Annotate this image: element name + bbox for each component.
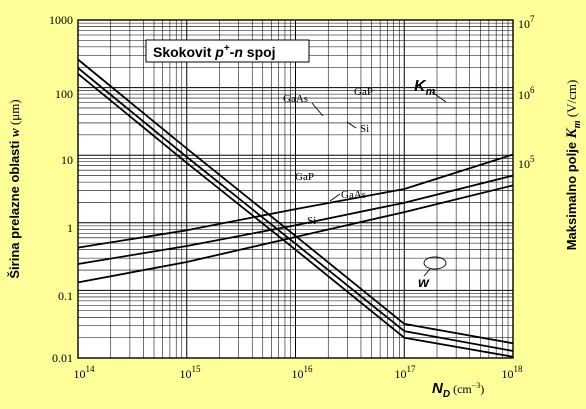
x-tick: 1015	[180, 364, 202, 381]
y-left-tick: 100	[55, 87, 73, 101]
title-box	[145, 39, 310, 63]
x-tick: 1017	[395, 364, 417, 381]
title-main: Skokovit	[153, 44, 215, 60]
x-tick: 1018	[502, 364, 524, 381]
y-left-tick: 0.1	[58, 289, 73, 303]
title-rest: spoj	[243, 44, 276, 60]
x-axis-label: ND (cm−3)	[432, 380, 484, 400]
w-leader	[423, 268, 431, 277]
y-left-tick: 0.01	[52, 351, 73, 365]
y-left-tick: 1000	[49, 13, 73, 27]
title-dash: -	[230, 44, 235, 60]
y-right-axis-label: Maksimalno polje Km (V/cm)	[564, 80, 583, 251]
w-gaas-leader	[329, 193, 341, 202]
series-line-w-gap	[77, 58, 514, 345]
w-si-label: Si	[307, 215, 316, 227]
series-line-k-m-gap	[77, 153, 514, 249]
chart-title: Skokovit p+-n spoj	[153, 43, 276, 60]
y-right-tick: 105	[518, 154, 535, 171]
y-left-tick: 10	[61, 153, 73, 167]
w-bracket	[423, 256, 447, 270]
km-si-label: Si	[360, 123, 369, 135]
title-sup: +	[224, 43, 230, 54]
y-right-tick: 106	[518, 85, 535, 102]
title-p: p	[214, 44, 224, 60]
y-left-axis-label: Širina prelazne oblasti w (μm)	[7, 99, 22, 278]
y-right-ticks: 105 106 107	[518, 14, 535, 171]
y-left-ticks: 0.01 0.1 1 10 100 1000	[49, 13, 73, 365]
km-si-leader	[346, 121, 357, 129]
x-tick: 1016	[292, 364, 314, 381]
km-gaas-leader	[311, 102, 324, 117]
x-ticks: 1014 1015 1016 1017 1018	[74, 364, 524, 381]
plot-frame	[77, 19, 514, 359]
series-line-k-m-gaas	[77, 174, 514, 265]
series-line-w-si	[77, 73, 514, 358]
km-leader	[431, 91, 447, 103]
y-left-tick: 1	[67, 221, 73, 235]
km-group-label: Km	[414, 78, 436, 98]
w-gaas-label: GaAs	[341, 189, 366, 201]
y-right-tick: 107	[518, 14, 535, 31]
w-group-label: w	[418, 274, 430, 290]
km-gap-label: GaP	[354, 86, 373, 98]
annotations: GaP GaAs Si GaP GaAs Si	[283, 86, 373, 227]
leader-lines	[311, 91, 447, 277]
title-n: n	[234, 44, 243, 60]
km-gaas-label: GaAs	[283, 93, 308, 105]
series-line-w-gaas	[77, 67, 514, 352]
series-layer	[77, 58, 514, 358]
w-gap-label: GaP	[295, 171, 314, 183]
x-tick: 1014	[74, 364, 96, 381]
grid-layer	[77, 20, 513, 359]
